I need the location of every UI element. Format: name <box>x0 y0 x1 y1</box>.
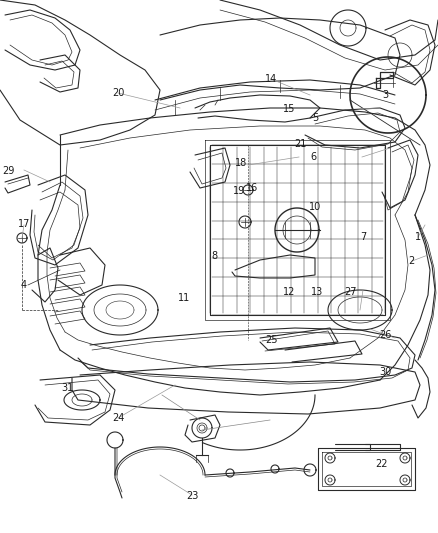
Text: 3: 3 <box>382 90 389 100</box>
Text: 25: 25 <box>265 335 278 345</box>
Text: 26: 26 <box>379 330 392 340</box>
Text: 12: 12 <box>283 287 295 297</box>
Text: 7: 7 <box>360 232 367 242</box>
Text: 21: 21 <box>294 139 306 149</box>
Text: 20: 20 <box>112 88 124 98</box>
Text: 15: 15 <box>283 104 295 114</box>
Text: 18: 18 <box>235 158 247 167</box>
Text: 8: 8 <box>212 251 218 261</box>
Text: 1: 1 <box>415 232 421 242</box>
Text: 16: 16 <box>246 183 258 192</box>
Text: 29: 29 <box>3 166 15 175</box>
Text: 30: 30 <box>379 367 392 377</box>
Text: 4: 4 <box>21 280 27 290</box>
Text: 24: 24 <box>112 414 124 423</box>
Text: 10: 10 <box>309 202 321 212</box>
Text: 5: 5 <box>312 114 318 123</box>
Text: 14: 14 <box>265 74 278 84</box>
Text: 2: 2 <box>409 256 415 266</box>
Text: 6: 6 <box>310 152 316 162</box>
Text: 27: 27 <box>344 287 357 297</box>
Text: 31: 31 <box>62 383 74 393</box>
Text: 17: 17 <box>18 219 30 229</box>
Text: 22: 22 <box>375 459 387 469</box>
Text: 19: 19 <box>233 186 245 196</box>
Text: 11: 11 <box>178 294 190 303</box>
Text: 23: 23 <box>187 491 199 500</box>
Text: 13: 13 <box>311 287 324 297</box>
